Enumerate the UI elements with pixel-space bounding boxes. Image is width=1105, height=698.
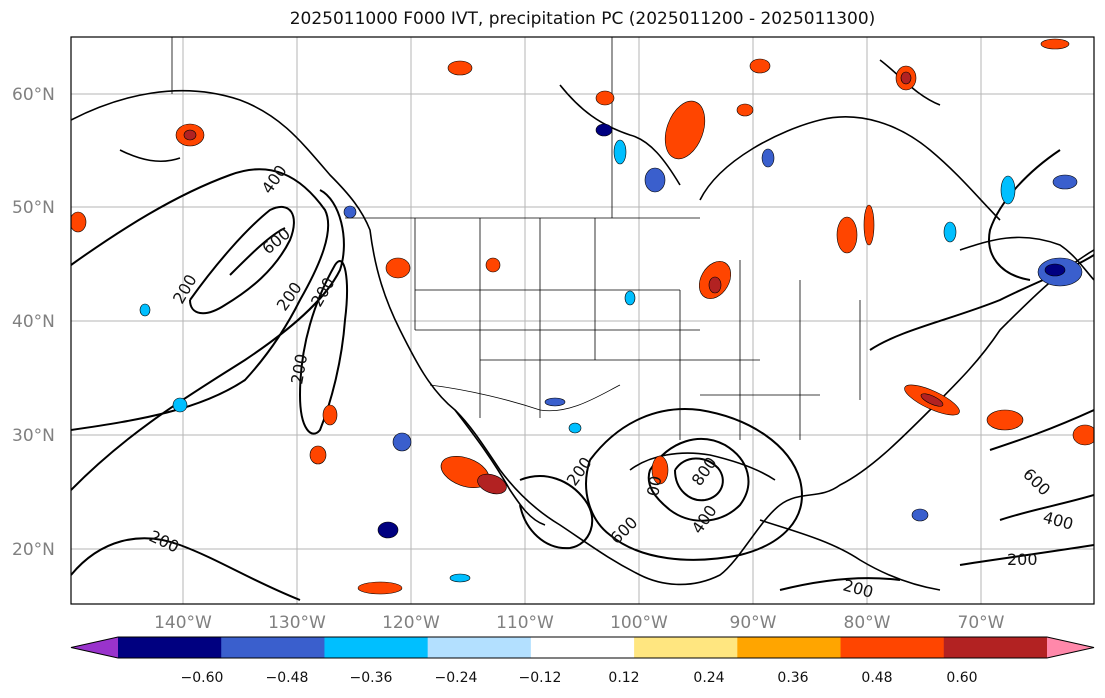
lon-label: 120°W [382,613,440,633]
lat-label: 50°N [12,198,55,218]
colorbar-extend-max [1047,637,1094,658]
colorbar-tick-label: −0.48 [266,670,309,686]
lon-label: 80°W [844,613,891,633]
colorbar-tick-label: 0.12 [608,670,639,686]
colorbar-segment [118,637,222,658]
colorbar-tick-label: −0.12 [519,670,562,686]
colorbar-tick-label: 0.24 [693,670,724,686]
contour-label: 00 [643,474,665,497]
colorbar-segment [943,637,1048,658]
lon-label: 130°W [268,613,326,633]
colorbar-tick-label: 0.36 [777,670,808,686]
lon-label: 70°W [958,613,1005,633]
colorbar-extend-min [71,637,118,658]
colorbar-tick-label: −0.24 [435,670,478,686]
colorbar-tick-label: 0.48 [861,670,892,686]
political-borders [171,37,861,440]
lat-label: 20°N [12,540,55,560]
lon-label: 110°W [496,613,554,633]
colorbar-segment [427,637,532,658]
colorbar-segment [634,637,738,658]
graticule [71,37,1094,604]
precip-positive-patches [71,38,1094,595]
contour-label: 200 [1007,550,1038,569]
map-frame [70,36,1095,605]
colorbar-tick-labels: −0.60 −0.48 −0.36 −0.24 −0.12 0.12 0.24 … [181,670,978,686]
colorbar-segment [840,637,945,658]
colorbar [70,636,1095,659]
colorbar-tick-label: 0.60 [946,670,977,686]
coastlines [71,59,1094,591]
colorbar-segment [324,637,429,658]
precip-negative-patches [139,123,1083,583]
colorbar-segment [737,637,842,658]
colorbar-segment [221,637,325,658]
latitude-labels: 60°N 50°N 40°N 30°N 20°N [12,85,55,560]
colorbar-segment [530,637,635,658]
lon-label: 100°W [610,613,668,633]
map-title: 2025011000 F000 IVT, precipitation PC (2… [289,9,876,29]
colorbar-tick-label: −0.36 [350,670,393,686]
lon-label: 140°W [154,613,212,633]
lat-label: 30°N [12,426,55,446]
colorbar-outline [70,636,1095,659]
lat-label: 40°N [12,312,55,332]
lon-label: 90°W [730,613,777,633]
longitude-labels: 140°W 130°W 120°W 110°W 100°W 90°W 80°W … [154,613,1005,633]
lat-label: 60°N [12,85,55,105]
colorbar-tick-label: −0.60 [181,670,224,686]
